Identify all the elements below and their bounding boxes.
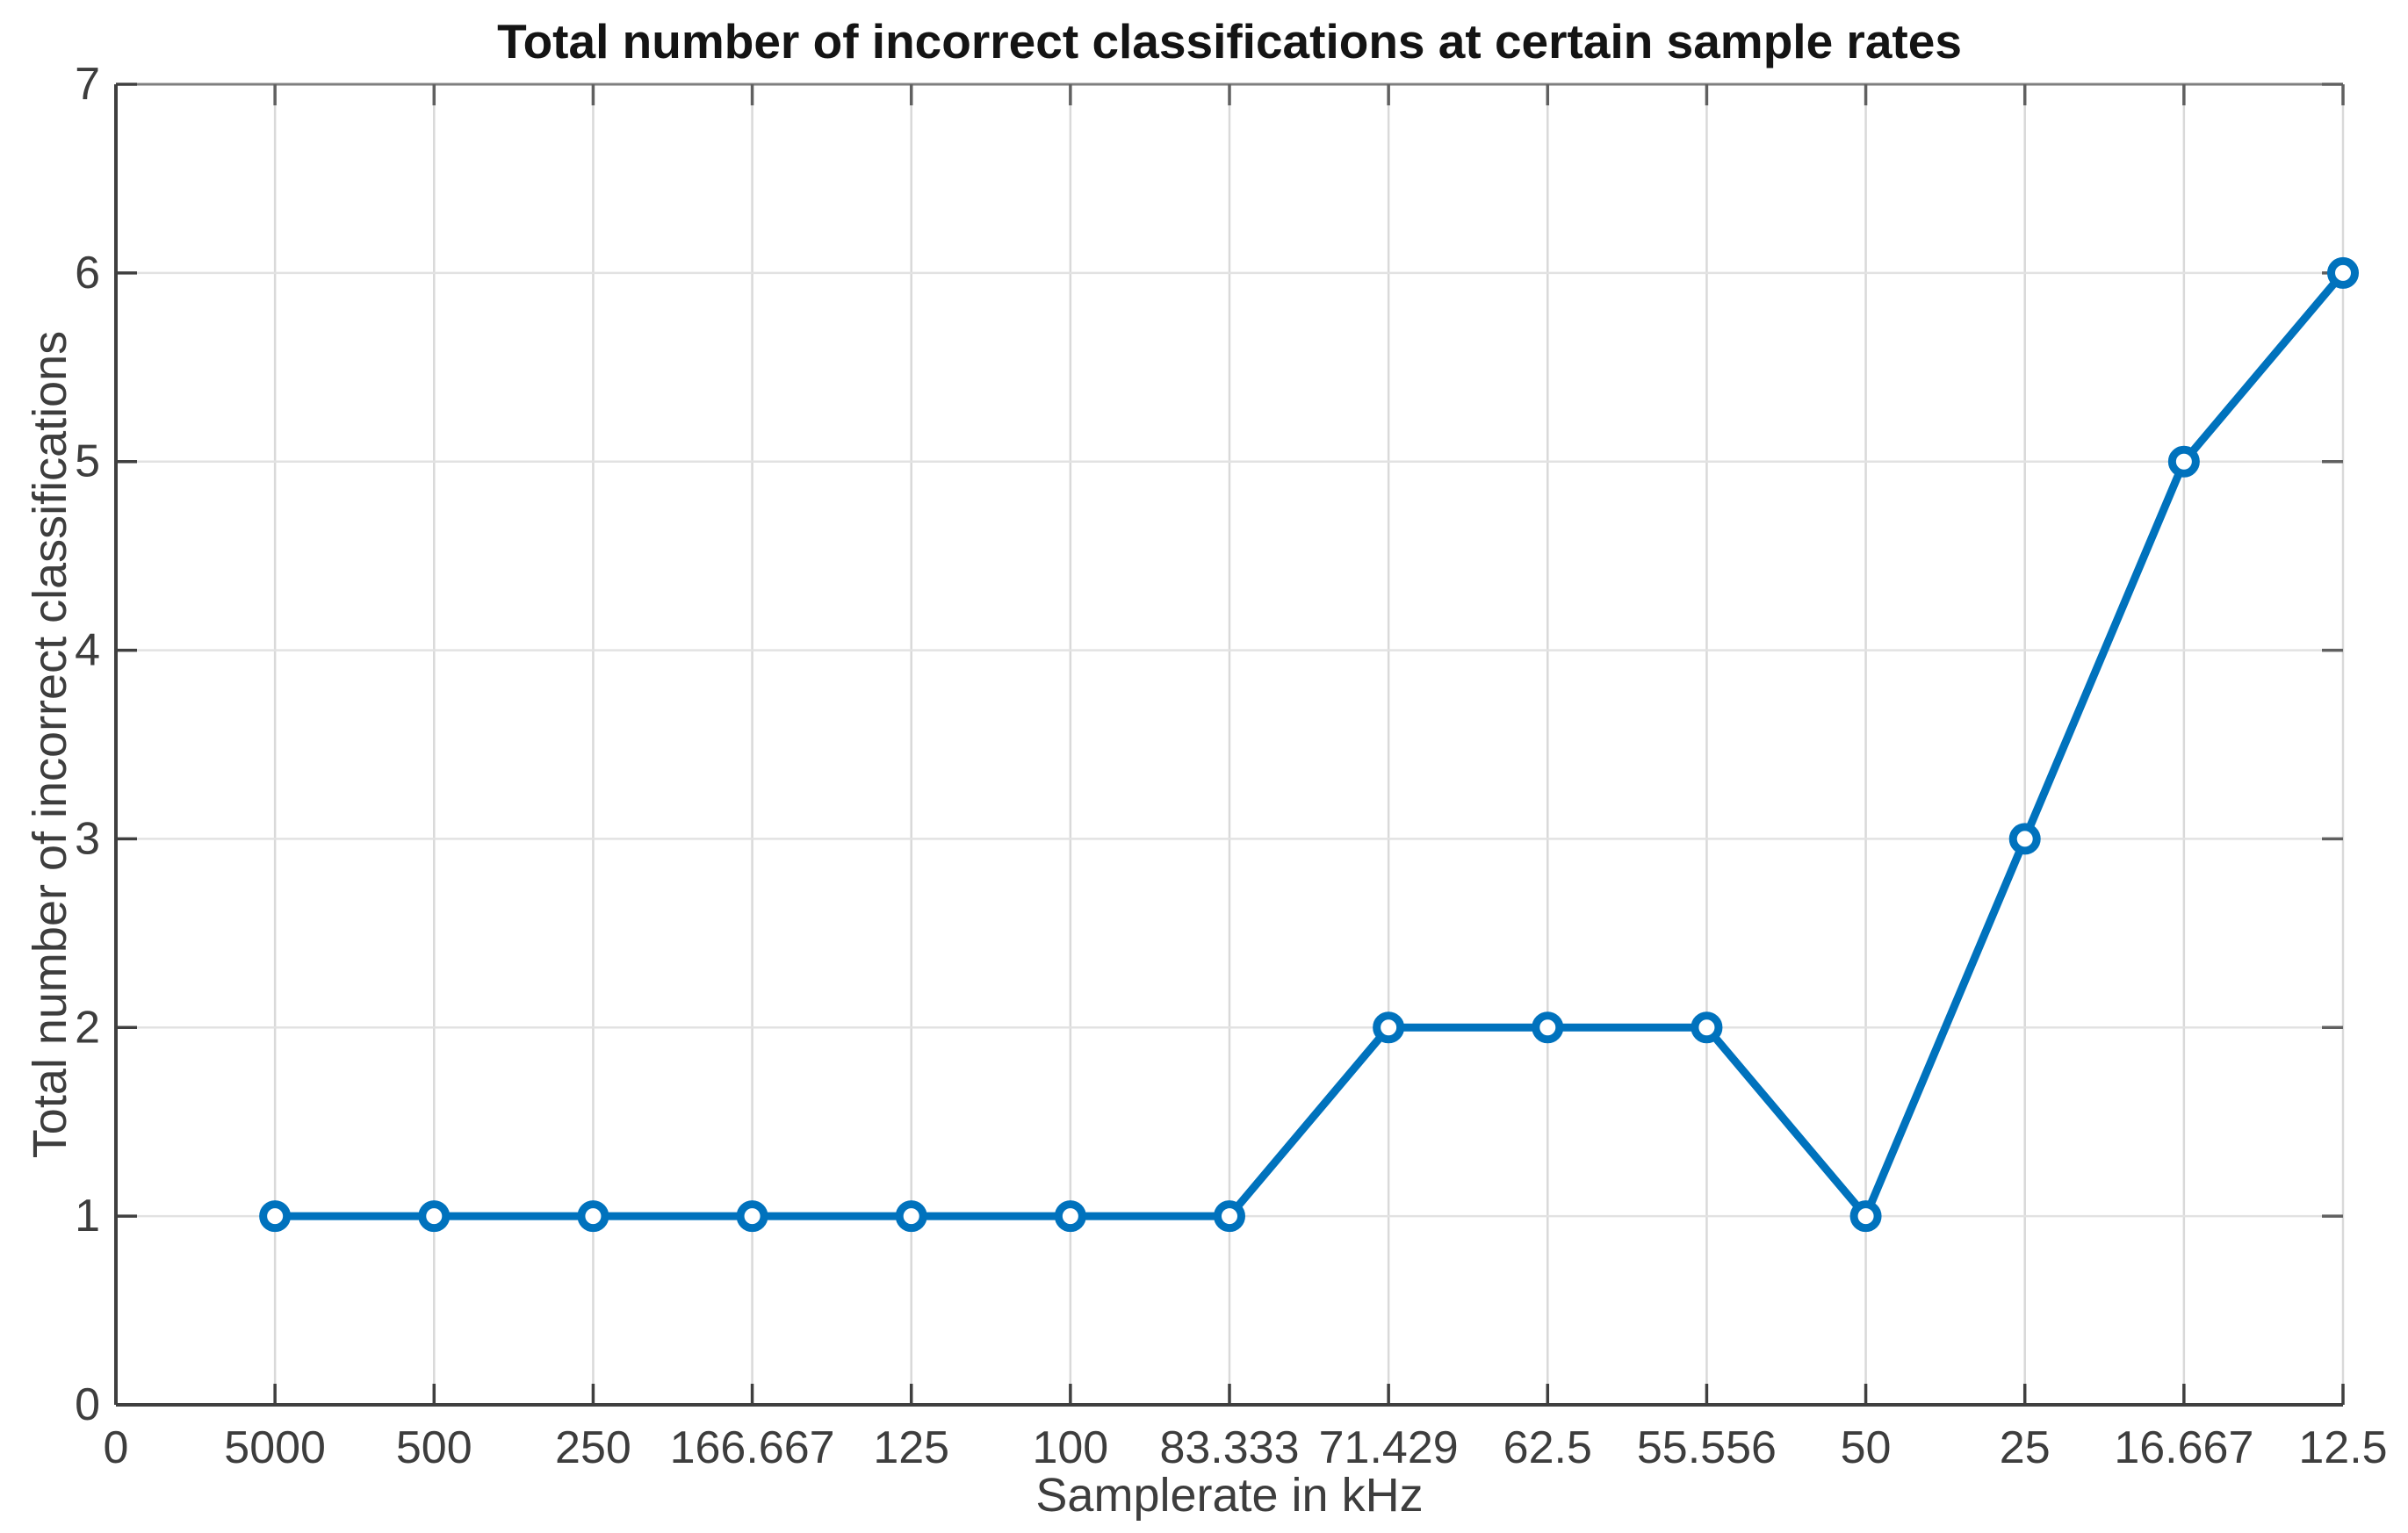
x-tick-label: 25 bbox=[2000, 1422, 2051, 1473]
data-point-marker bbox=[736, 1200, 768, 1233]
x-tick-label: 62.5 bbox=[1503, 1422, 1592, 1473]
x-tick-label: 166.667 bbox=[670, 1422, 835, 1473]
y-tick-label: 0 bbox=[75, 1379, 100, 1430]
x-tick-label: 12.5 bbox=[2298, 1422, 2387, 1473]
x-tick-label: 500 bbox=[396, 1422, 472, 1473]
data-point-marker bbox=[2327, 256, 2359, 289]
y-tick-label: 3 bbox=[75, 813, 100, 864]
data-point-marker bbox=[2167, 445, 2200, 478]
data-point-marker bbox=[2008, 823, 2041, 855]
y-tick-label: 6 bbox=[75, 248, 100, 299]
x-tick-label: 83.333 bbox=[1159, 1422, 1299, 1473]
x-tick-label: 55.556 bbox=[1637, 1422, 1777, 1473]
x-tick-label: 71.429 bbox=[1319, 1422, 1459, 1473]
chart-title: Total number of incorrect classification… bbox=[497, 14, 1962, 68]
y-tick-label: 2 bbox=[75, 1002, 100, 1053]
data-point-marker bbox=[577, 1200, 609, 1233]
data-point-marker bbox=[1373, 1011, 1405, 1044]
x-tick-label: 250 bbox=[555, 1422, 631, 1473]
y-tick-label: 4 bbox=[75, 625, 100, 676]
data-point-marker bbox=[418, 1200, 451, 1233]
data-point-marker bbox=[1691, 1011, 1723, 1044]
x-tick-label: 125 bbox=[873, 1422, 949, 1473]
data-point-marker bbox=[1849, 1200, 1882, 1233]
y-tick-label: 7 bbox=[75, 59, 100, 110]
x-tick-label: 5000 bbox=[224, 1422, 326, 1473]
data-point-marker bbox=[895, 1200, 927, 1233]
y-axis-label: Total number of incorrect classification… bbox=[24, 330, 76, 1159]
x-axis-label: Samplerate in kHz bbox=[1035, 1469, 1424, 1522]
x-tick-label: 16.667 bbox=[2114, 1422, 2253, 1473]
y-tick-label: 1 bbox=[75, 1191, 100, 1242]
data-point-marker bbox=[259, 1200, 292, 1233]
y-tick-label: 5 bbox=[75, 436, 100, 487]
data-point-marker bbox=[1532, 1011, 1564, 1044]
data-point-marker bbox=[1054, 1200, 1086, 1233]
series-line bbox=[275, 270, 2347, 1220]
data-point-marker bbox=[1214, 1200, 1245, 1233]
x-tick-label: 50 bbox=[1841, 1422, 1892, 1473]
x-tick-label: 100 bbox=[1032, 1422, 1108, 1473]
x-tick-label: 0 bbox=[104, 1422, 129, 1473]
